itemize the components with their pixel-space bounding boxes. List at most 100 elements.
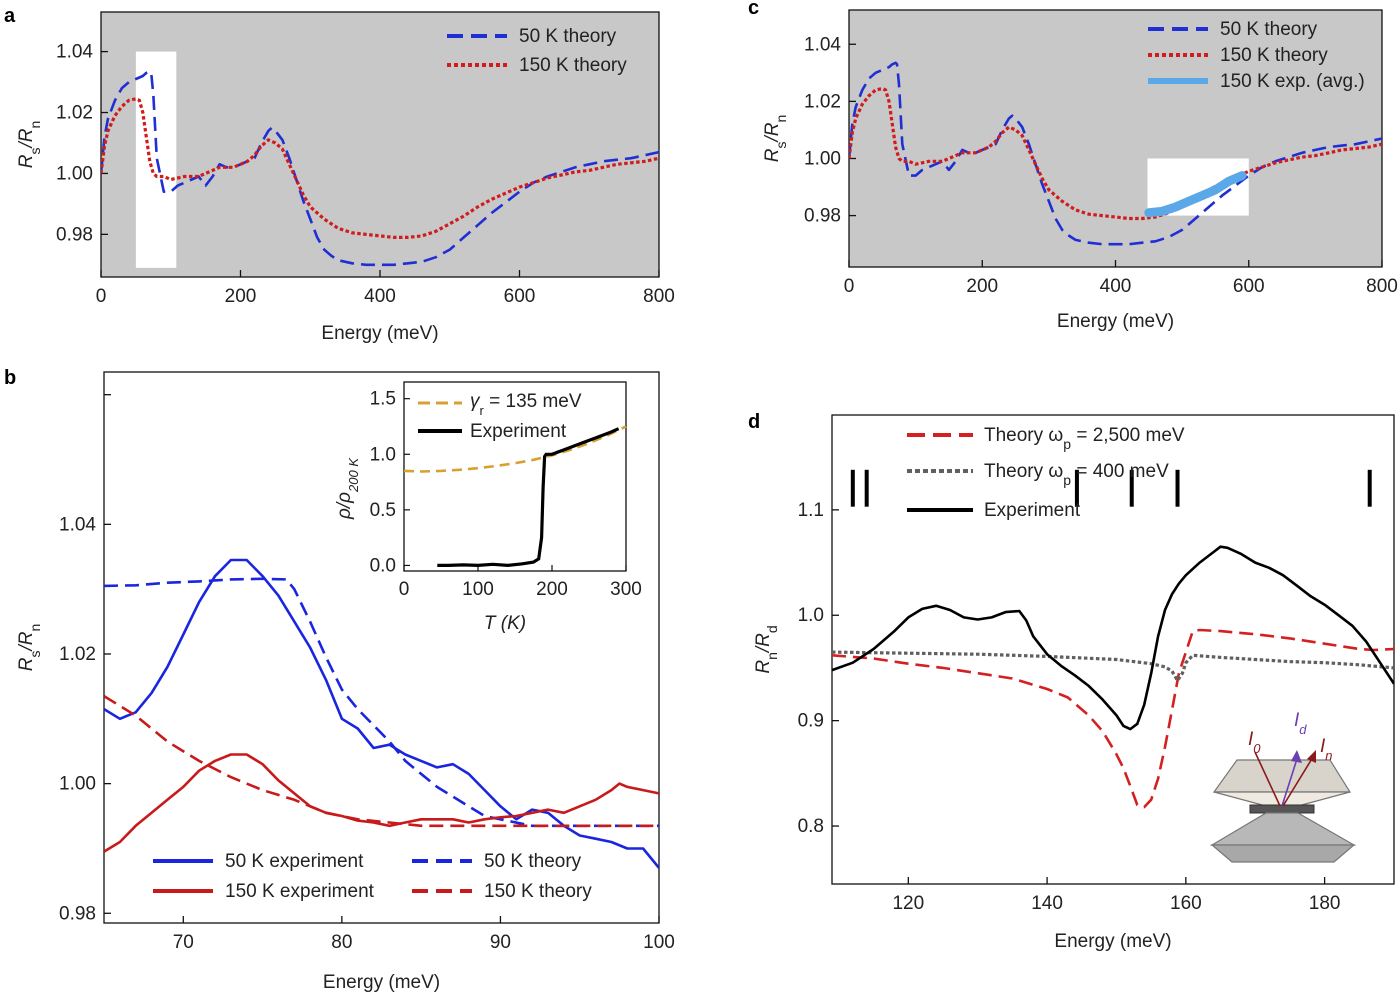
panel-label-c: c bbox=[748, 0, 759, 19]
x-tick-label: 400 bbox=[364, 286, 396, 307]
in-sub: n bbox=[1325, 748, 1332, 763]
inset-series-line-1 bbox=[437, 427, 620, 568]
y-label-sub1: s bbox=[773, 142, 789, 149]
y-label-sub1: n bbox=[764, 652, 780, 660]
panel-label-b: b bbox=[4, 367, 16, 389]
legend-sub: p bbox=[1063, 472, 1071, 488]
x-axis-label: Energy (meV) bbox=[323, 972, 440, 993]
x-axis-label: Energy (meV) bbox=[321, 323, 438, 344]
beam-label-id: Id bbox=[1294, 710, 1307, 737]
y-label-sub2: n bbox=[773, 115, 789, 123]
legend-label-1: 150 K experiment bbox=[225, 881, 375, 902]
inset-legend-gamma: γ bbox=[470, 391, 481, 412]
x-tick-label: 0 bbox=[96, 286, 107, 307]
legend-main: Theory ω bbox=[984, 425, 1063, 446]
legend-label-0: 50 K theory bbox=[519, 26, 617, 47]
plot-background bbox=[101, 12, 659, 277]
arrow-head-id bbox=[1291, 750, 1302, 763]
x-tick-label: 600 bbox=[504, 286, 536, 307]
inset-x-tick-label: 300 bbox=[610, 579, 642, 600]
x-tick-label: 180 bbox=[1309, 893, 1341, 914]
x-tick-label: 800 bbox=[643, 286, 675, 307]
y-tick-label: 0.9 bbox=[798, 711, 824, 732]
inset-y-tick-label: 0.5 bbox=[370, 500, 396, 521]
y-tick-label: 1.00 bbox=[56, 163, 93, 184]
y-label-sub2: d bbox=[764, 625, 780, 633]
legend-rest: = 2,500 meV bbox=[1071, 425, 1185, 446]
x-tick-label: 120 bbox=[892, 893, 924, 914]
legend-label-0: 50 K theory bbox=[1220, 19, 1318, 40]
y-label-sub2: n bbox=[27, 624, 43, 632]
id-sub: d bbox=[1299, 722, 1307, 737]
plot-background bbox=[849, 10, 1382, 267]
y-tick-label: 1.00 bbox=[804, 148, 841, 169]
y-label-mid: /R bbox=[16, 631, 37, 652]
legend-label-0: Theory ωp = 2,500 meV bbox=[984, 425, 1185, 452]
x-tick-label: 80 bbox=[331, 932, 352, 953]
legend-main: Experiment bbox=[984, 500, 1081, 521]
x-tick-label: 600 bbox=[1233, 276, 1265, 297]
y-tick-label: 1.04 bbox=[56, 42, 93, 63]
x-tick-label: 70 bbox=[173, 932, 194, 953]
y-label-mid: /R bbox=[16, 128, 37, 149]
x-tick-label: 0 bbox=[844, 276, 855, 297]
x-tick-label: 400 bbox=[1100, 276, 1132, 297]
legend-label-1: Theory ωp = 400 meV bbox=[984, 461, 1169, 488]
x-tick-label: 200 bbox=[225, 286, 257, 307]
inset-y-label-main: ρ/ρ bbox=[334, 492, 355, 520]
x-tick-label: 100 bbox=[643, 932, 675, 953]
y-tick-label: 1.00 bbox=[59, 774, 96, 795]
y-label-main: R bbox=[16, 154, 37, 168]
y-tick-label: 1.04 bbox=[59, 514, 96, 535]
incident-beam bbox=[1254, 751, 1281, 807]
series-line-1 bbox=[101, 97, 659, 239]
inset-y-label-sub: 200 K bbox=[346, 457, 361, 493]
inset-y-tick-label: 0.0 bbox=[370, 555, 396, 576]
inset-frame bbox=[403, 381, 627, 572]
legend-label-2: 50 K theory bbox=[484, 851, 582, 872]
y-tick-label: 0.98 bbox=[56, 224, 93, 245]
i0-sub: 0 bbox=[1253, 741, 1261, 756]
y-label-sub2: n bbox=[27, 121, 43, 129]
y-axis-label: Rs/Rn bbox=[16, 121, 43, 169]
panel-label-d: d bbox=[748, 411, 760, 433]
y-label-mid: /R bbox=[762, 122, 783, 143]
inset-legend-gamma-rest: = 135 meV bbox=[484, 391, 582, 412]
y-tick-label: 1.02 bbox=[56, 103, 93, 124]
y-label-main: R bbox=[753, 660, 774, 674]
legend-sub: p bbox=[1063, 436, 1071, 452]
legend-rest: = 400 meV bbox=[1071, 461, 1169, 482]
y-label-main: R bbox=[762, 148, 783, 162]
legend-label-1: 150 K theory bbox=[519, 55, 627, 76]
y-label-sub1: s bbox=[27, 148, 43, 155]
series-line-1 bbox=[832, 650, 1394, 683]
y-axis-label: Rs/Rn bbox=[762, 115, 789, 163]
legend-label-3: 150 K theory bbox=[484, 881, 592, 902]
x-tick-label: 200 bbox=[966, 276, 998, 297]
series-line-1 bbox=[104, 577, 659, 828]
panel-c-chart: 0 200 400 600 800 0.98 1.00 1.02 1.04 Energy (meV… bbox=[762, 9, 1398, 332]
inset-legend-gamma-sub: r bbox=[480, 403, 485, 418]
panel-d-chart: 120 140 160 180 0.8 0.9 1.0 1.1 Energy (meV) Rn/R… bbox=[753, 414, 1395, 952]
arrow-head-in bbox=[1307, 750, 1316, 763]
series-line-2 bbox=[1144, 171, 1247, 218]
in-main: I bbox=[1320, 736, 1326, 757]
x-axis-label: Energy (meV) bbox=[1057, 311, 1174, 332]
inset-y-axis-label: ρ/ρ200 K bbox=[334, 457, 361, 520]
legend-label-2: Experiment bbox=[984, 500, 1081, 521]
legend-label-1: 150 K theory bbox=[1220, 45, 1328, 66]
legend-label-2: 150 K exp. (avg.) bbox=[1220, 71, 1365, 92]
legend-main: Theory ω bbox=[984, 461, 1063, 482]
y-tick-label: 0.98 bbox=[59, 903, 96, 924]
y-tick-label: 1.1 bbox=[798, 500, 824, 521]
series-line-2 bbox=[832, 545, 1394, 731]
lower-diamond-body bbox=[1209, 812, 1357, 846]
plot-frame bbox=[103, 371, 660, 924]
inset-series-line-0 bbox=[403, 425, 627, 473]
series-line-0 bbox=[101, 70, 659, 267]
y-tick-label: 1.0 bbox=[798, 605, 824, 626]
i0-main: I bbox=[1248, 729, 1254, 750]
